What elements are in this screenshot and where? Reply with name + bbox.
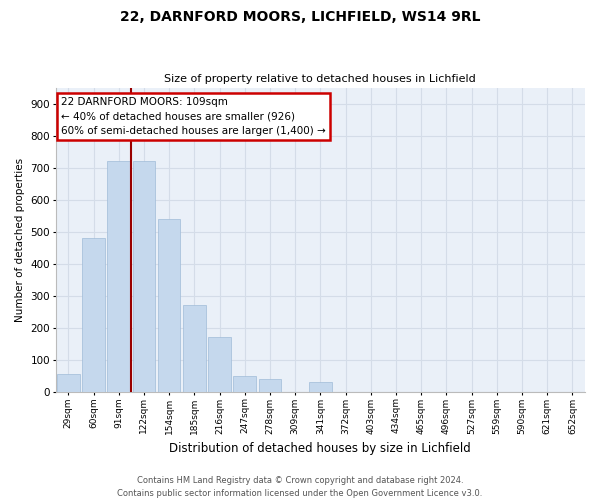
Bar bbox=[158, 219, 181, 392]
Bar bbox=[309, 382, 332, 392]
Bar bbox=[133, 161, 155, 392]
Y-axis label: Number of detached properties: Number of detached properties bbox=[15, 158, 25, 322]
X-axis label: Distribution of detached houses by size in Lichfield: Distribution of detached houses by size … bbox=[169, 442, 471, 455]
Text: 22, DARNFORD MOORS, LICHFIELD, WS14 9RL: 22, DARNFORD MOORS, LICHFIELD, WS14 9RL bbox=[120, 10, 480, 24]
Bar bbox=[259, 379, 281, 392]
Bar bbox=[107, 161, 130, 392]
Bar bbox=[57, 374, 80, 392]
Bar bbox=[233, 376, 256, 392]
Text: Contains HM Land Registry data © Crown copyright and database right 2024.
Contai: Contains HM Land Registry data © Crown c… bbox=[118, 476, 482, 498]
Text: 22 DARNFORD MOORS: 109sqm
← 40% of detached houses are smaller (926)
60% of semi: 22 DARNFORD MOORS: 109sqm ← 40% of detac… bbox=[61, 96, 326, 136]
Bar bbox=[208, 338, 231, 392]
Title: Size of property relative to detached houses in Lichfield: Size of property relative to detached ho… bbox=[164, 74, 476, 84]
Bar bbox=[82, 238, 105, 392]
Bar bbox=[183, 306, 206, 392]
